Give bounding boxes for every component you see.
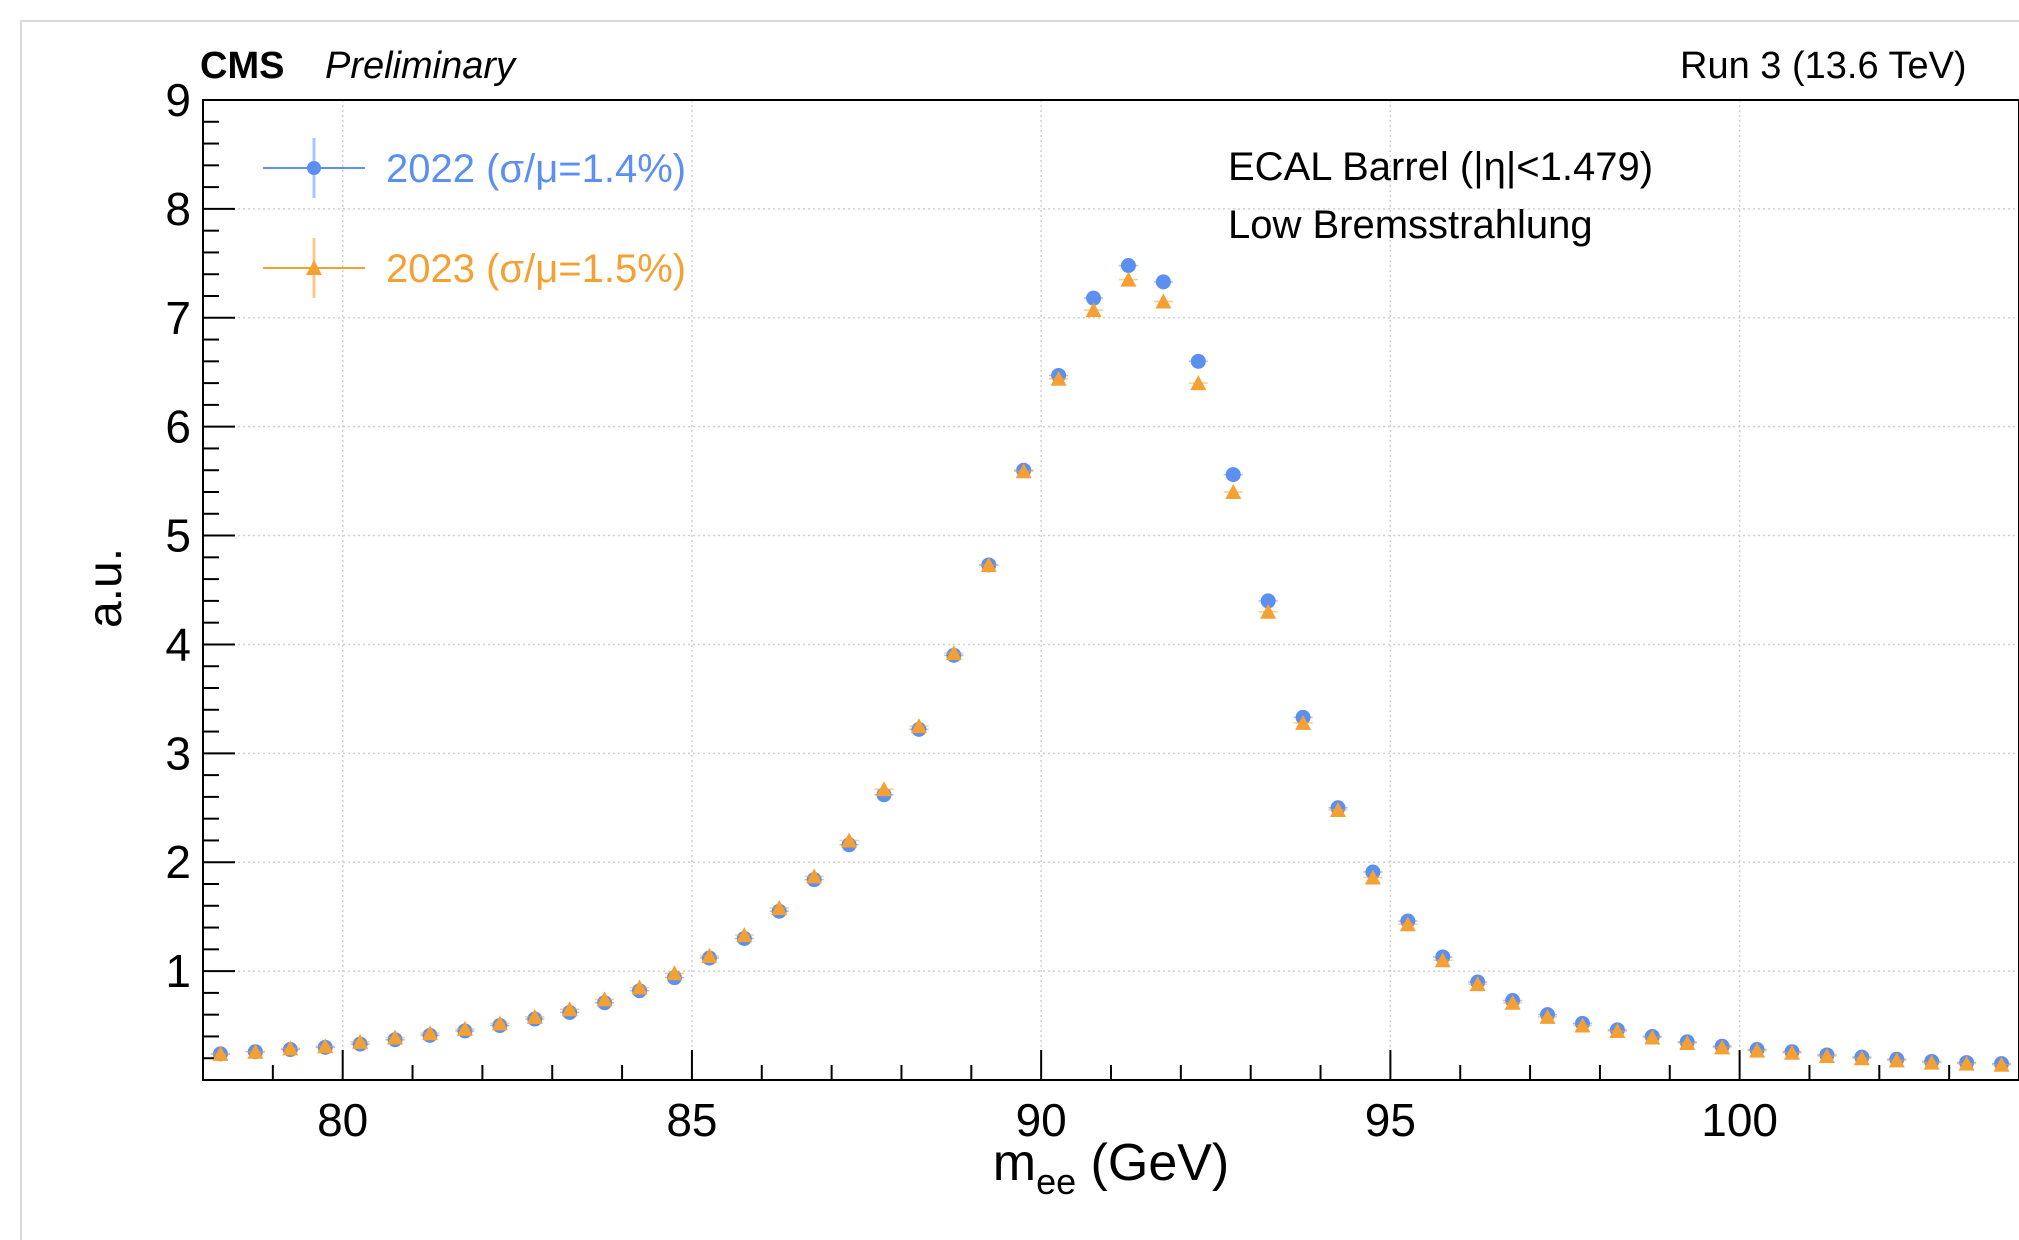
data-point-2023 — [1818, 1048, 1835, 1064]
data-point-2023 — [1504, 994, 1521, 1010]
x-tick-label: 90 — [1016, 1094, 1067, 1146]
status-label: Preliminary — [325, 45, 517, 87]
legend-entry-2022: 2022 (σ/μ=1.4%) — [263, 138, 686, 198]
plot-area-border — [202, 99, 2019, 1081]
data-point-2023 — [212, 1045, 229, 1061]
x-axis-title-subscript: ee — [1036, 1161, 1076, 1202]
data-point-2023 — [631, 979, 648, 995]
data-point-2023 — [1574, 1017, 1591, 1033]
data-point-2023 — [1015, 463, 1032, 479]
y-tick-label: 3 — [165, 727, 191, 779]
data-point-2023 — [701, 947, 718, 963]
data-point-2022 — [1086, 290, 1102, 306]
data-point-2023 — [1644, 1029, 1661, 1045]
x-tick-label: 85 — [666, 1094, 717, 1146]
run-label: Run 3 (13.6 TeV) — [1680, 45, 1967, 87]
data-point-2023 — [491, 1015, 508, 1031]
x-tick-label: 80 — [317, 1094, 368, 1146]
data-point-2023 — [1749, 1042, 1766, 1058]
data-point-2023 — [387, 1029, 404, 1045]
y-tick-label: 7 — [165, 292, 191, 344]
y-axis-title: a.u. — [79, 548, 132, 628]
data-point-2022 — [1225, 467, 1241, 483]
data-point-2023 — [1155, 293, 1172, 309]
data-point-2022 — [1260, 593, 1276, 609]
experiment-label: CMS — [200, 45, 284, 87]
data-point-2023 — [1434, 952, 1451, 968]
data-point-2023 — [736, 927, 753, 943]
data-point-2023 — [1225, 484, 1242, 499]
data-point-2023 — [1364, 869, 1381, 885]
x-axis-title-main: m — [993, 1134, 1036, 1192]
data-point-2023 — [526, 1008, 543, 1024]
y-tick-label: 8 — [165, 183, 191, 235]
data-point-2023 — [596, 991, 613, 1007]
data-point-2023 — [980, 556, 997, 572]
y-tick-label: 9 — [165, 74, 191, 126]
data-point-2023 — [1260, 603, 1277, 619]
data-point-2023 — [1050, 370, 1067, 386]
data-point-2023 — [422, 1025, 438, 1041]
x-axis-title: mee (GeV) — [993, 1134, 1230, 1202]
data-point-2023 — [945, 645, 962, 661]
data-point-2022 — [1120, 258, 1136, 274]
data-point-2023 — [1469, 976, 1486, 992]
data-point-2023 — [666, 965, 683, 981]
data-point-2023 — [1888, 1052, 1905, 1068]
legend-entry-2023: 2023 (σ/μ=1.5%) — [263, 238, 686, 298]
annotation-category: Low Bremsstrahlung — [1228, 203, 1593, 247]
legend: 2022 (σ/μ=1.4%) 2023 (σ/μ=1.5%) — [263, 138, 686, 298]
y-tick-label: 2 — [165, 836, 191, 888]
data-point-2023 — [876, 781, 892, 797]
data-point-2023 — [456, 1020, 473, 1036]
data-point-2023 — [1958, 1055, 1975, 1071]
data-points — [210, 258, 2012, 1072]
data-point-2023 — [1679, 1034, 1696, 1050]
legend-label-2023: 2023 (σ/μ=1.5%) — [386, 247, 686, 291]
data-point-2023 — [910, 718, 927, 734]
data-point-2023 — [1085, 302, 1102, 318]
data-point-2023 — [317, 1038, 334, 1054]
data-point-2023 — [561, 1001, 578, 1017]
data-point-2023 — [806, 868, 823, 884]
plot-frame — [20, 20, 2019, 1240]
series-2022 — [210, 258, 2012, 1072]
data-point-2022 — [1155, 274, 1171, 290]
data-point-2023 — [1993, 1056, 2010, 1072]
series-2023 — [210, 271, 2012, 1072]
data-point-2023 — [1923, 1054, 1940, 1070]
data-point-2023 — [1609, 1023, 1626, 1038]
data-point-2023 — [1714, 1039, 1731, 1055]
y-tick-label: 1 — [165, 945, 191, 997]
data-point-2023 — [841, 832, 858, 848]
y-tick-label: 4 — [165, 618, 191, 670]
legend-marker-2023 — [306, 260, 322, 275]
legend-label-2022: 2022 (σ/μ=1.4%) — [386, 147, 686, 191]
data-point-2023 — [282, 1040, 299, 1056]
data-point-2023 — [1784, 1044, 1800, 1060]
x-tick-label: 95 — [1365, 1094, 1416, 1146]
data-point-2023 — [1330, 801, 1346, 817]
data-point-2023 — [1539, 1008, 1556, 1024]
x-axis-title-unit: (GeV) — [1076, 1134, 1229, 1192]
legend-marker-2022 — [307, 161, 321, 175]
data-point-2023 — [1295, 714, 1312, 730]
y-tick-label: 5 — [165, 510, 191, 562]
data-point-2022 — [1190, 353, 1206, 369]
data-point-2023 — [771, 899, 788, 915]
tick-labels: 80 85 90 95 100 1 2 3 4 5 6 7 8 9 — [165, 74, 1778, 1146]
grid-lines — [203, 99, 2019, 1080]
data-point-2023 — [352, 1033, 369, 1049]
data-point-2023 — [1120, 271, 1137, 287]
x-tick-label: 100 — [1701, 1094, 1778, 1146]
y-tick-label: 6 — [165, 401, 191, 453]
data-point-2023 — [247, 1043, 264, 1059]
data-point-2023 — [1853, 1050, 1870, 1066]
data-point-2023 — [1399, 916, 1416, 932]
annotation-region: ECAL Barrel (|η|<1.479) — [1228, 145, 1653, 189]
data-point-2023 — [1190, 375, 1207, 391]
